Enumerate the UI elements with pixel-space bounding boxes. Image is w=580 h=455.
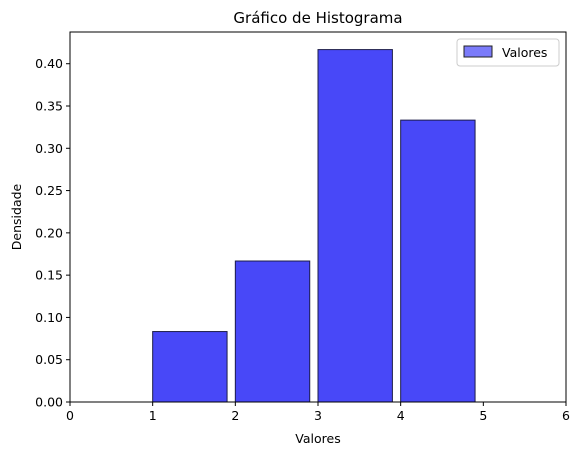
bars-group <box>152 49 476 403</box>
y-axis-label: Densidade <box>9 183 24 250</box>
y-axis-ticks: 0.00 0.05 0.10 0.15 0.20 0.25 0.30 0.35 0.40 <box>35 56 70 410</box>
y-tick-label: 0.20 <box>35 225 63 240</box>
histogram-bar-1 <box>152 331 228 403</box>
x-tick-label: 0 <box>66 408 74 423</box>
y-tick-label: 0.15 <box>35 268 63 283</box>
y-tick-label: 0.25 <box>35 183 63 198</box>
x-tick-label: 4 <box>397 408 405 423</box>
legend: Valores <box>456 38 560 67</box>
x-axis-label: Valores <box>295 431 340 446</box>
legend-swatch <box>463 45 493 58</box>
histogram-bar-4 <box>400 119 476 403</box>
legend-label: Valores <box>502 45 547 60</box>
x-tick-label: 6 <box>562 408 570 423</box>
y-tick-label: 0.05 <box>35 352 63 367</box>
x-tick-label: 2 <box>231 408 239 423</box>
y-tick-label: 0.10 <box>35 310 63 325</box>
y-tick-label: 0.00 <box>35 395 63 410</box>
x-tick-label: 1 <box>149 408 157 423</box>
x-tick-label: 3 <box>314 408 322 423</box>
x-axis-ticks: 0 1 2 3 4 5 6 <box>66 402 570 423</box>
chart-title: Gráfico de Histograma <box>233 9 402 27</box>
x-tick-label: 5 <box>479 408 487 423</box>
histogram-bar-2 <box>234 260 311 403</box>
histogram-bar-3 <box>317 49 393 403</box>
y-tick-label: 0.30 <box>35 141 63 156</box>
y-tick-label: 0.40 <box>35 56 63 71</box>
y-tick-label: 0.35 <box>35 99 63 114</box>
